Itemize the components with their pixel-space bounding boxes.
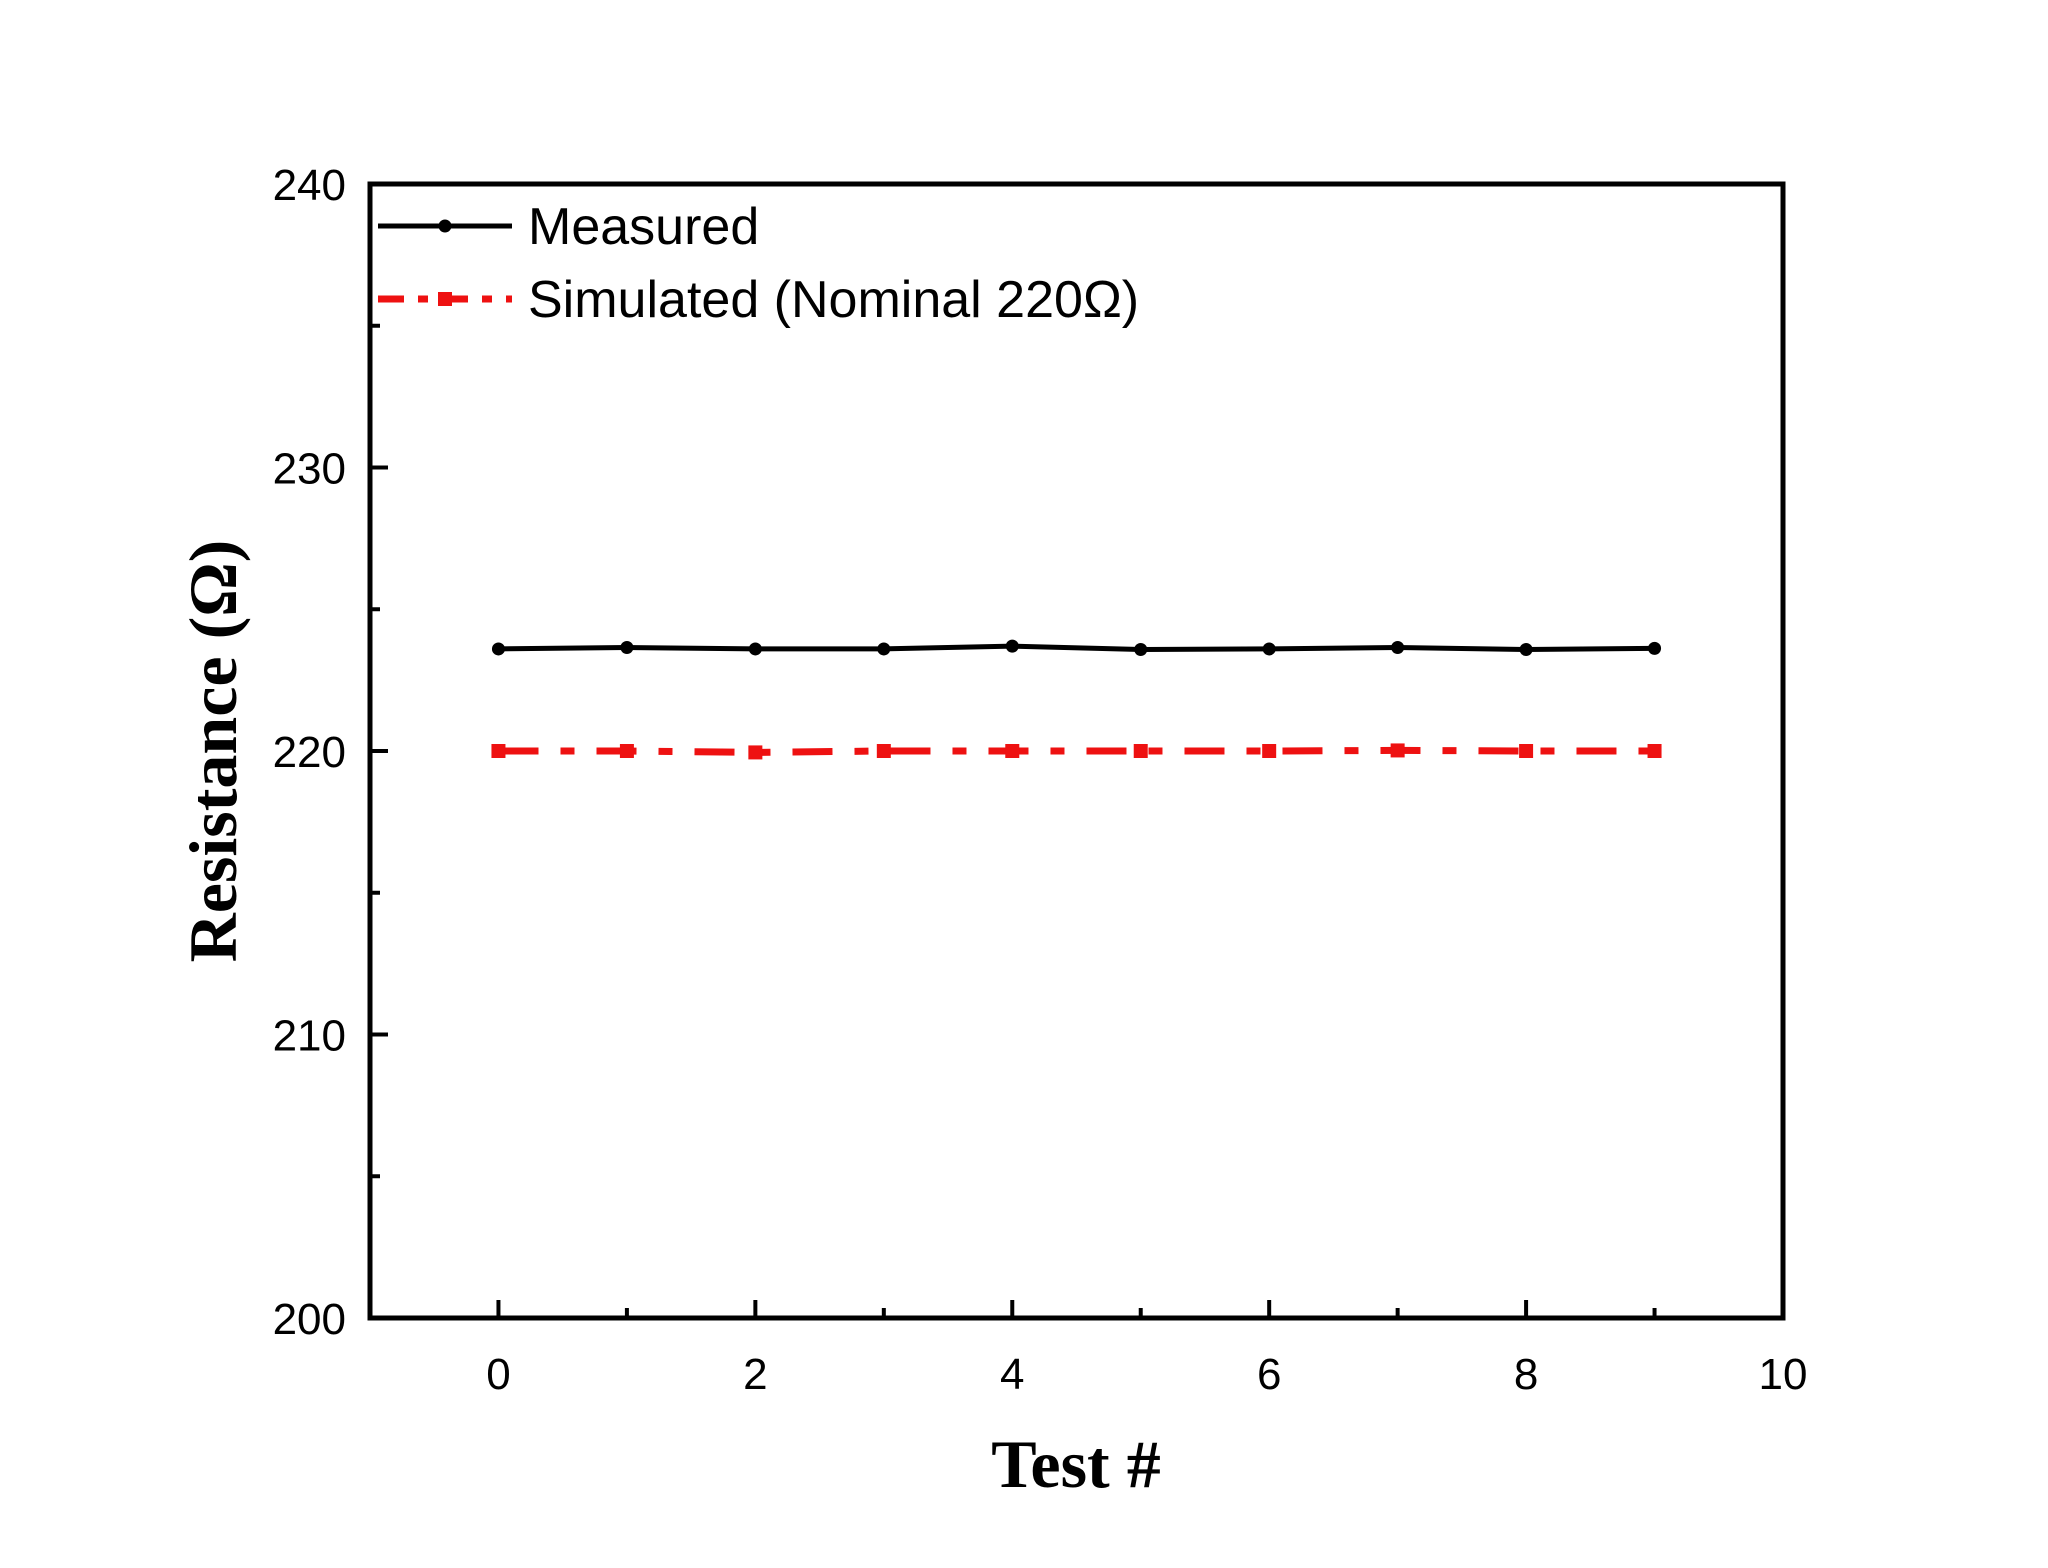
labels-layer: 0 2 4 6 8 10 200 210 220 230 240 — [273, 161, 1808, 1399]
x-tick-label: 2 — [743, 1350, 767, 1399]
data-point-simulated — [1262, 744, 1277, 758]
y-tick-label: 240 — [273, 161, 346, 210]
data-point-measured — [1262, 642, 1276, 656]
y-tick-label: 200 — [273, 1295, 346, 1344]
x-tick-label: 0 — [486, 1350, 510, 1399]
data-point-measured — [748, 642, 762, 656]
series-line-measured — [498, 643, 1655, 652]
legend-item-measured: Measured — [378, 198, 759, 256]
x-axis-title: Test # — [991, 1426, 1160, 1502]
legend-marker-simulated — [438, 292, 452, 306]
data-point-measured — [1005, 639, 1019, 653]
data-point-simulated — [748, 745, 763, 760]
data-point-measured — [1134, 643, 1148, 657]
data-point-measured — [877, 642, 891, 656]
x-tick-label: 8 — [1514, 1350, 1538, 1399]
series-layer — [491, 639, 1662, 760]
legend: Measured Simulated (Nominal 220Ω) — [378, 198, 1139, 329]
data-point-simulated — [876, 744, 891, 758]
y-tick-label: 210 — [273, 1012, 346, 1061]
x-tick-label: 6 — [1257, 1350, 1281, 1399]
legend-marker-measured — [438, 219, 452, 233]
data-point-simulated — [1519, 744, 1534, 758]
data-point-simulated — [1647, 744, 1662, 758]
data-point-measured — [491, 642, 505, 656]
y-tick-label: 220 — [273, 728, 346, 777]
x-tick-label: 4 — [1000, 1350, 1024, 1399]
data-point-measured — [620, 641, 634, 655]
y-tick-label: 230 — [273, 445, 346, 494]
legend-label-measured: Measured — [528, 198, 759, 256]
y-axis-title: Resistance (Ω) — [175, 540, 251, 963]
data-point-simulated — [619, 744, 634, 758]
data-point-simulated — [1005, 744, 1020, 758]
x-tick-label: 10 — [1759, 1350, 1808, 1399]
data-point-simulated — [491, 744, 506, 758]
plot-frame — [367, 181, 1786, 1321]
data-point-measured — [1519, 643, 1533, 657]
data-point-measured — [1391, 641, 1405, 655]
legend-item-simulated: Simulated (Nominal 220Ω) — [378, 271, 1139, 329]
data-point-simulated — [1390, 743, 1405, 758]
data-point-measured — [1648, 641, 1662, 655]
data-point-simulated — [1133, 744, 1148, 758]
legend-label-simulated: Simulated (Nominal 220Ω) — [528, 271, 1139, 329]
